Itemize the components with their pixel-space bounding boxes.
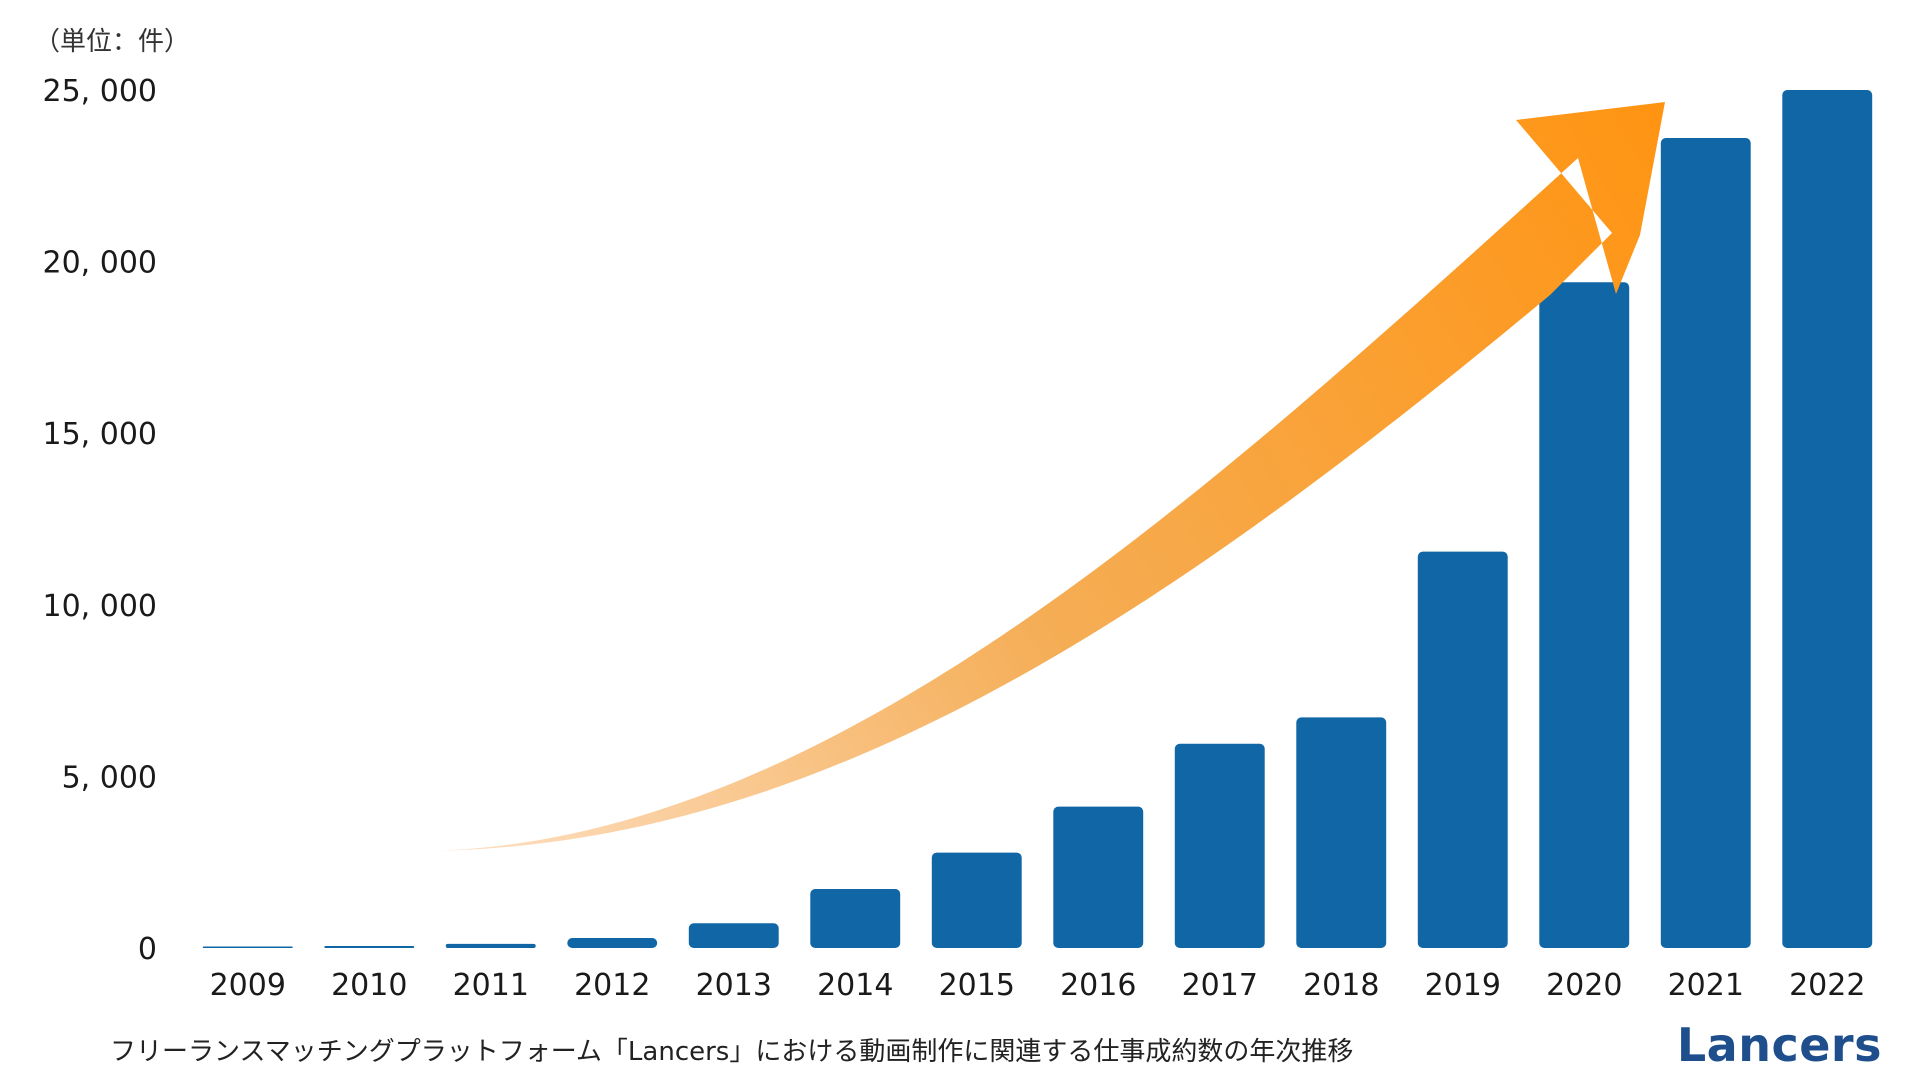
bar-2022	[1782, 90, 1873, 948]
x-tick-label: 2011	[453, 968, 529, 1003]
bar-2015	[931, 852, 1022, 948]
x-tick-label: 2010	[331, 968, 407, 1003]
y-tick-label: 20, 000	[42, 246, 157, 281]
y-tick-label: 10, 000	[42, 589, 157, 624]
chart-caption: フリーランスマッチングプラットフォーム「Lancers」における動画制作に関連す…	[110, 1037, 1354, 1067]
x-tick-label: 2012	[574, 968, 650, 1003]
bar-2011	[445, 943, 536, 948]
unit-label: （単位：件）	[34, 27, 190, 57]
bar-2012	[567, 938, 658, 948]
bar-2013	[688, 923, 779, 948]
lancers-logo: Lancers	[1676, 1018, 1882, 1072]
x-tick-label: 2009	[210, 968, 286, 1003]
y-tick-label: 15, 000	[42, 417, 157, 452]
bar-2009	[202, 946, 293, 948]
bar-2014	[810, 888, 901, 948]
x-tick-label: 2019	[1425, 968, 1501, 1003]
x-tick-label: 2018	[1303, 968, 1379, 1003]
x-tick-label: 2015	[939, 968, 1015, 1003]
bar-2018	[1296, 717, 1387, 948]
x-tick-label: 2022	[1789, 968, 1865, 1003]
bars	[202, 90, 1873, 949]
x-tick-label: 2017	[1182, 968, 1258, 1003]
x-tick-label: 2016	[1060, 968, 1136, 1003]
y-tick-label: 0	[138, 932, 157, 967]
y-tick-label: 25, 000	[42, 74, 157, 109]
bar-2019	[1417, 551, 1508, 948]
x-tick-label: 2021	[1668, 968, 1744, 1003]
x-tick-label: 2020	[1546, 968, 1622, 1003]
bar-2017	[1174, 743, 1265, 948]
bar-2020	[1539, 282, 1630, 948]
x-tick-label: 2014	[817, 968, 893, 1003]
x-tick-label: 2013	[696, 968, 772, 1003]
x-axis: 2009 2010 2011 2012 2013 2014 2015 2016 2017 2018…	[210, 968, 1866, 1003]
y-axis: 0 5, 000 10, 000 15, 000 20, 000 25, 000	[42, 74, 157, 967]
bar-2016	[1053, 806, 1144, 948]
y-tick-label: 5, 000	[62, 760, 157, 795]
bar-2021	[1660, 138, 1751, 949]
bar-2010	[324, 945, 415, 948]
